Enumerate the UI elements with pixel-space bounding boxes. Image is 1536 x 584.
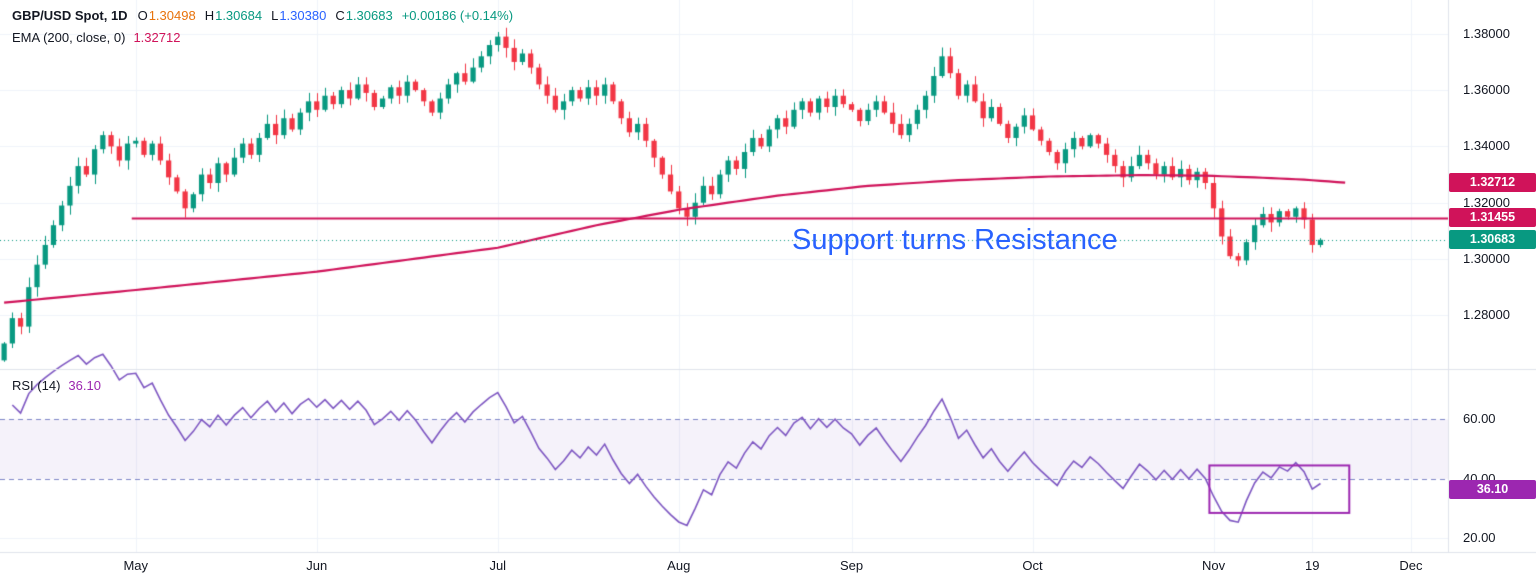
rsi-legend-value: 36.10	[68, 378, 101, 393]
ema-legend-value: 1.32712	[133, 30, 181, 45]
price-badge: 1.30683	[1449, 229, 1536, 249]
symbol-legend[interactable]: GBP/USD Spot, 1D O1.30498 H1.30684 L1.30380…	[12, 8, 522, 23]
time-axis-label: Sep	[839, 558, 864, 573]
time-axis-label: Aug	[667, 558, 691, 573]
time-axis-label: 19	[1305, 558, 1320, 573]
rsi-axis-label: 20.00	[1463, 530, 1496, 546]
price-badge: 1.31455	[1449, 208, 1536, 228]
price-axis-label: 1.38000	[1463, 25, 1510, 41]
low-value: L1.30380	[271, 8, 327, 23]
price-axis-label: 1.34000	[1463, 138, 1510, 154]
time-axis-label: Jul	[489, 558, 507, 573]
ema-legend-label: EMA (200, close, 0)	[12, 30, 126, 45]
time-axis-label: Dec	[1399, 558, 1423, 573]
price-axis-label: 1.32000	[1463, 194, 1510, 210]
change-value: +0.00186 (+0.14%)	[401, 8, 514, 23]
rsi-value-badge: 36.10	[1449, 480, 1536, 500]
open-value: O1.30498	[137, 8, 196, 23]
time-axis-label: Nov	[1201, 558, 1226, 573]
rsi-legend-label: RSI (14)	[12, 378, 61, 393]
time-axis-label: Oct	[1022, 558, 1043, 573]
price-axis-label: 1.30000	[1463, 251, 1510, 266]
rsi-legend[interactable]: RSI (14) 36.10	[12, 378, 101, 393]
symbol-title[interactable]: GBP/USD Spot, 1D	[12, 8, 128, 23]
rsi-axis-label: 60.00	[1463, 411, 1496, 427]
price-axis-label: 1.36000	[1463, 82, 1510, 98]
close-value: C1.30683	[335, 8, 393, 23]
high-value: H1.30684	[204, 8, 263, 23]
price-badge: 1.32712	[1449, 172, 1536, 192]
annotation-text[interactable]: Support turns Resistance	[792, 224, 1118, 256]
ema-legend[interactable]: EMA (200, close, 0) 1.32712	[12, 30, 180, 45]
price-axis-label: 1.28000	[1463, 307, 1510, 323]
time-axis-label: May	[123, 558, 149, 573]
time-axis-label: Jun	[306, 558, 328, 573]
